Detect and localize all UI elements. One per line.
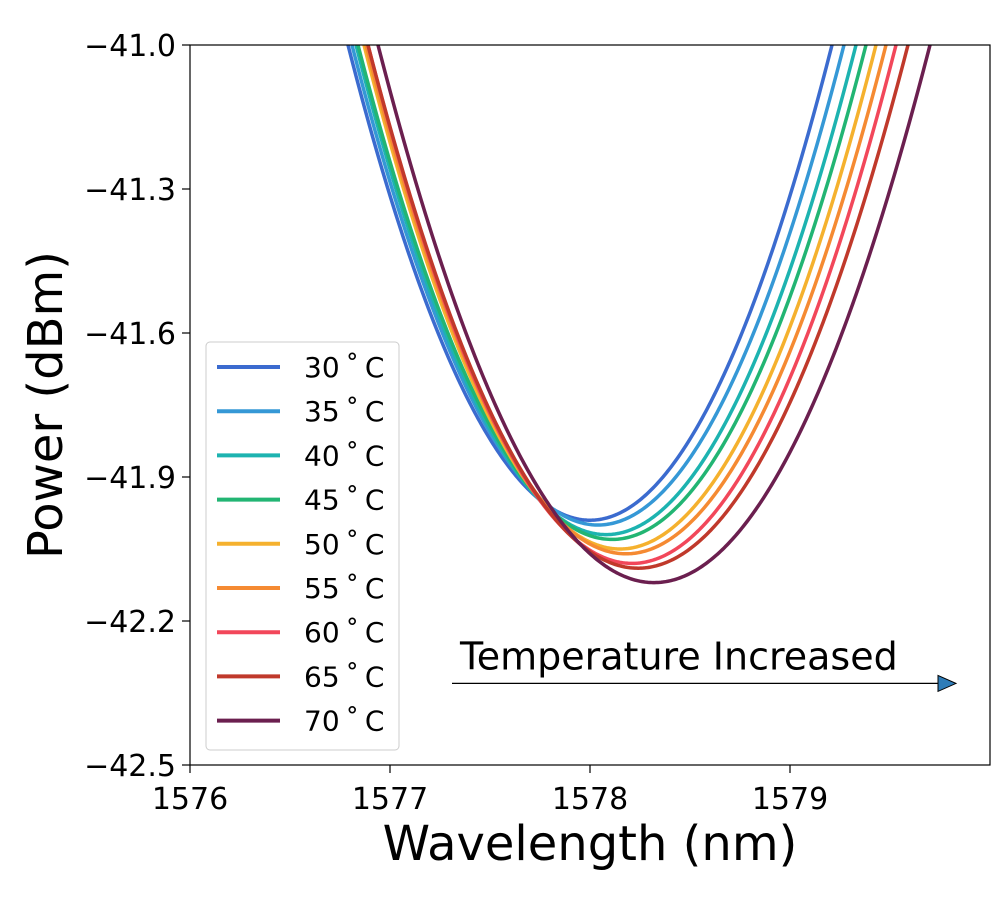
y-tick-label: −41.9 bbox=[84, 461, 176, 496]
legend-label: 65 ˚ C bbox=[304, 660, 384, 693]
series-line-2 bbox=[350, 45, 846, 527]
y-axis-ticks: −41.0 −41.3 −41.6 −41.9 −42.2 −42.5 bbox=[84, 29, 190, 784]
x-tick-label: 1578 bbox=[552, 782, 628, 817]
series-line-4 bbox=[356, 45, 868, 542]
annotation-arrow-head bbox=[937, 674, 958, 693]
y-axis-title: Power (dBm) bbox=[18, 251, 74, 559]
legend-label: 60 ˚ C bbox=[304, 616, 384, 649]
series-line-8 bbox=[366, 45, 910, 570]
x-axis-title: Wavelength (nm) bbox=[383, 816, 798, 872]
series-line-5 bbox=[362, 45, 878, 551]
y-tick-label: −42.5 bbox=[84, 749, 176, 784]
legend-label: 40 ˚ C bbox=[304, 439, 384, 472]
legend-label: 70 ˚ C bbox=[304, 705, 384, 738]
legend-label: 30 ˚ C bbox=[304, 351, 384, 384]
legend-box bbox=[205, 341, 400, 751]
series-line-6 bbox=[364, 45, 888, 556]
x-tick-label: 1579 bbox=[752, 782, 828, 817]
legend: 30 ˚ C 35 ˚ C 40 ˚ C 45 ˚ C 50 ˚ C 55 ˚ C 60 ˚… bbox=[205, 341, 400, 751]
legend-label: 45 ˚ C bbox=[304, 484, 384, 517]
series-line-9 bbox=[376, 45, 932, 585]
y-tick-label: −41.3 bbox=[84, 173, 176, 208]
series-curves bbox=[346, 45, 932, 585]
annotation-text: Temperature Increased bbox=[459, 634, 898, 678]
y-tick-label: −41.0 bbox=[84, 29, 176, 64]
x-tick-label: 1577 bbox=[352, 782, 428, 817]
legend-label: 50 ˚ C bbox=[304, 528, 384, 561]
x-tick-label: 1576 bbox=[152, 782, 228, 817]
y-tick-label: −41.6 bbox=[84, 317, 176, 352]
legend-label: 35 ˚ C bbox=[304, 395, 384, 428]
y-tick-label: −42.2 bbox=[84, 605, 176, 640]
x-axis-ticks: 1576 1577 1578 1579 bbox=[152, 765, 828, 817]
series-line-1 bbox=[346, 45, 834, 522]
series-line-3 bbox=[354, 45, 858, 537]
legend-label: 55 ˚ C bbox=[304, 572, 384, 605]
annotation-group: Temperature Increased bbox=[452, 634, 958, 693]
